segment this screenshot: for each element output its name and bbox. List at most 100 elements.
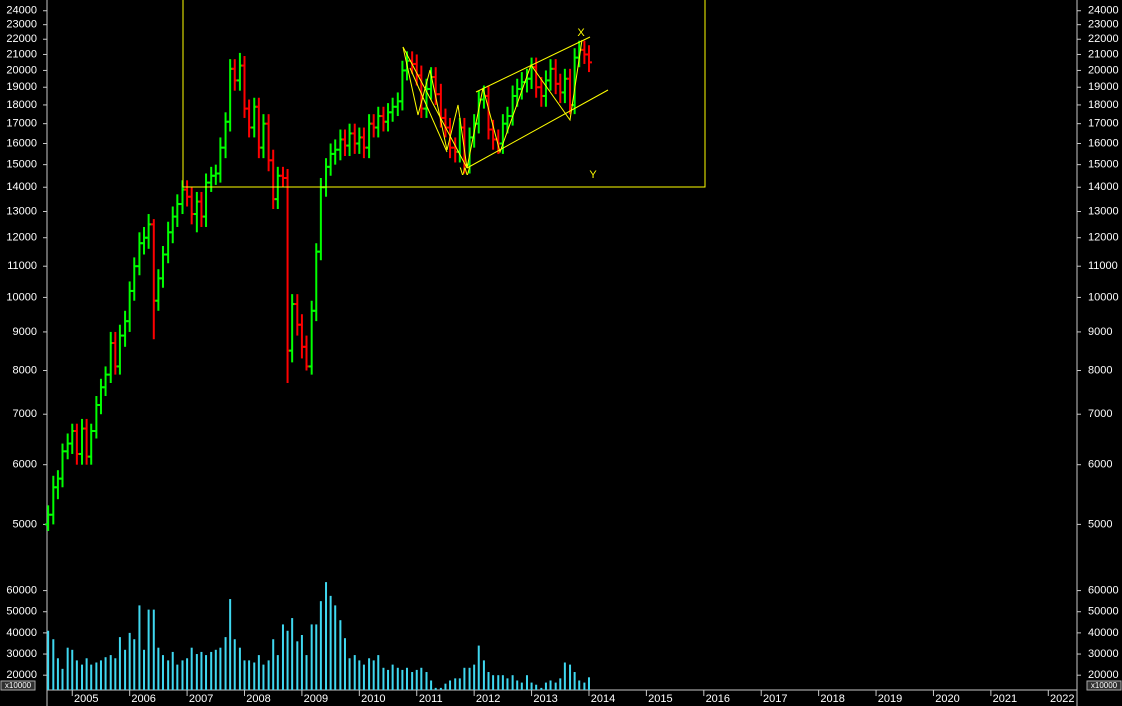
y-tick-label: 14000 <box>1088 181 1119 193</box>
volume-bar <box>458 678 461 690</box>
y-tick-label: 16000 <box>1088 137 1119 149</box>
x-tick-label: 2007 <box>189 693 213 705</box>
y-tick-label: 20000 <box>6 64 37 76</box>
x-tick-label: 2009 <box>304 693 328 705</box>
volume-bar <box>219 647 222 690</box>
volume-bar <box>535 684 538 690</box>
volume-tick-label: 50000 <box>1088 606 1119 618</box>
x-tick-label: 2022 <box>1050 693 1074 705</box>
y-tick-label: 13000 <box>6 205 37 217</box>
volume-bar <box>267 660 270 690</box>
volume-bar <box>563 662 566 690</box>
x-tick-label: 2018 <box>820 693 844 705</box>
volume-tick-label: 30000 <box>6 648 37 660</box>
volume-bar <box>243 660 246 690</box>
x-tick-label: 2014 <box>591 693 615 705</box>
volume-bar <box>229 599 232 690</box>
volume-bar <box>362 664 365 690</box>
volume-bar <box>90 664 93 690</box>
volume-bar <box>325 582 328 690</box>
y-tick-label: 21000 <box>6 48 37 60</box>
volume-bar <box>573 672 576 690</box>
volume-bar <box>195 654 198 690</box>
volume-bar <box>420 667 423 690</box>
volume-tick-label: 20000 <box>1088 669 1119 681</box>
volume-bar <box>272 639 275 690</box>
y-tick-label: 11000 <box>7 260 37 272</box>
volume-bar <box>520 682 523 690</box>
y-tick-label: 12000 <box>6 232 37 244</box>
y-tick-label: 9000 <box>13 326 37 338</box>
volume-bar <box>248 660 251 690</box>
volume-bar <box>525 675 528 690</box>
volume-tick-label: 40000 <box>1088 627 1119 639</box>
x-tick-label: 2011 <box>419 693 443 705</box>
y-tick-label: 9000 <box>1088 326 1112 338</box>
volume-bar <box>171 651 174 690</box>
y-tick-label: 21000 <box>1088 48 1119 60</box>
y-tick-label: 19000 <box>6 81 37 93</box>
volume-bar <box>253 662 256 690</box>
volume-bar <box>415 669 418 690</box>
y-tick-label: 23000 <box>1088 19 1119 31</box>
y-tick-label: 14000 <box>6 181 37 193</box>
volume-tick-label: 40000 <box>6 627 37 639</box>
volume-bar <box>315 624 318 690</box>
volume-bar <box>372 660 375 690</box>
volume-bar <box>291 618 294 690</box>
y-tick-label: 10000 <box>6 291 37 303</box>
y-tick-label: 13000 <box>1088 205 1119 217</box>
volume-bar <box>554 682 557 690</box>
trend-line <box>402 46 468 169</box>
volume-bar <box>152 609 155 690</box>
y-tick-label: 24000 <box>6 5 37 17</box>
volume-bar <box>439 687 442 690</box>
y-tick-label: 7000 <box>13 408 37 420</box>
volume-bar <box>391 664 394 690</box>
channel-upper <box>475 36 591 93</box>
volume-bar <box>348 658 351 690</box>
volume-bar <box>124 649 127 690</box>
annotation: Y <box>589 169 597 181</box>
y-tick-label: 5000 <box>13 518 37 530</box>
volume-bar <box>497 675 500 690</box>
volume-bar <box>377 655 380 690</box>
volume-bar <box>511 675 514 690</box>
volume-bar <box>382 667 385 690</box>
volume-bar <box>85 658 88 690</box>
volume-bar <box>128 632 131 690</box>
volume-bar <box>468 667 471 690</box>
volume-bar <box>358 660 361 690</box>
volume-tick-label: 60000 <box>1088 584 1119 596</box>
volume-bar <box>334 605 337 690</box>
unit-box <box>0 680 36 691</box>
volume-bar <box>587 677 590 690</box>
annotation: W <box>460 166 471 178</box>
volume-tick-label: 30000 <box>1088 648 1119 660</box>
x-tick-label: 2015 <box>648 693 672 705</box>
y-tick-label: 8000 <box>13 364 37 376</box>
volume-bar <box>205 655 208 690</box>
volume-bar <box>482 660 485 690</box>
volume-bar <box>66 647 69 690</box>
volume-bar <box>176 664 179 690</box>
volume-bar <box>181 660 184 690</box>
y-tick-label: 15000 <box>6 159 37 171</box>
volume-bar <box>75 660 78 690</box>
volume-bar <box>569 664 572 690</box>
y-tick-label: 18000 <box>1088 99 1119 111</box>
volume-bar <box>368 658 371 690</box>
volume-bar <box>296 641 299 690</box>
x-tick-label: 2008 <box>246 693 270 705</box>
y-tick-label: 18000 <box>6 99 37 111</box>
volume-bar <box>310 624 313 690</box>
x-tick-label: 2010 <box>361 693 385 705</box>
volume-bar <box>396 667 399 690</box>
volume-bar <box>530 682 533 690</box>
volume-bar <box>559 678 562 690</box>
volume-bar <box>224 637 227 690</box>
volume-bar <box>118 637 121 690</box>
volume-bar <box>109 655 112 690</box>
volume-bar <box>47 630 50 690</box>
